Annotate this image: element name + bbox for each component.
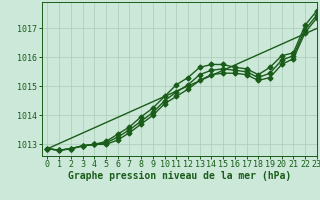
X-axis label: Graphe pression niveau de la mer (hPa): Graphe pression niveau de la mer (hPa) bbox=[68, 171, 291, 181]
